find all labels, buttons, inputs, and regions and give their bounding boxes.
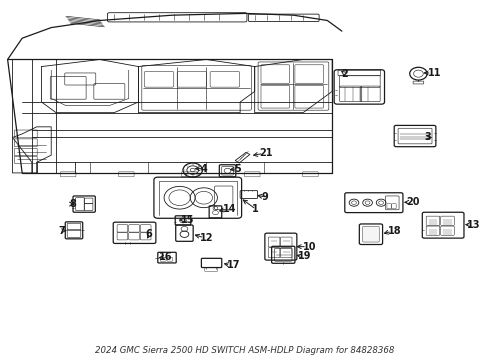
- Text: 18: 18: [388, 226, 401, 237]
- Text: 3: 3: [424, 132, 431, 143]
- Text: 20: 20: [406, 197, 419, 207]
- Text: 14: 14: [223, 204, 237, 214]
- Text: 1: 1: [252, 204, 259, 215]
- Text: 9: 9: [262, 192, 269, 202]
- Text: 11: 11: [428, 68, 441, 78]
- Text: 2024 GMC Sierra 2500 HD SWITCH ASM-HDLP Diagram for 84828368: 2024 GMC Sierra 2500 HD SWITCH ASM-HDLP …: [96, 346, 394, 355]
- Text: 17: 17: [226, 260, 240, 270]
- Text: 5: 5: [234, 164, 241, 174]
- Text: 7: 7: [58, 226, 65, 236]
- Text: 6: 6: [146, 229, 152, 239]
- Text: 19: 19: [298, 251, 312, 261]
- Text: 10: 10: [303, 242, 317, 252]
- Text: 21: 21: [260, 148, 273, 158]
- Text: 2: 2: [341, 69, 348, 79]
- Text: 12: 12: [200, 233, 214, 243]
- Text: 13: 13: [467, 220, 480, 230]
- Text: 8: 8: [70, 199, 76, 209]
- Text: 15: 15: [181, 215, 195, 225]
- Text: 4: 4: [200, 164, 207, 174]
- FancyBboxPatch shape: [363, 226, 379, 242]
- Text: 16: 16: [159, 252, 172, 262]
